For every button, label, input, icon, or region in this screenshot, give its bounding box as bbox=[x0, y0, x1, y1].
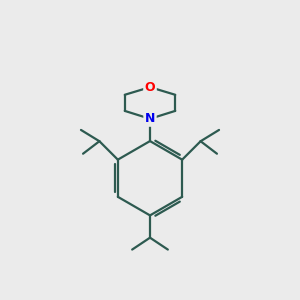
Text: O: O bbox=[145, 81, 155, 94]
Text: N: N bbox=[145, 112, 155, 125]
